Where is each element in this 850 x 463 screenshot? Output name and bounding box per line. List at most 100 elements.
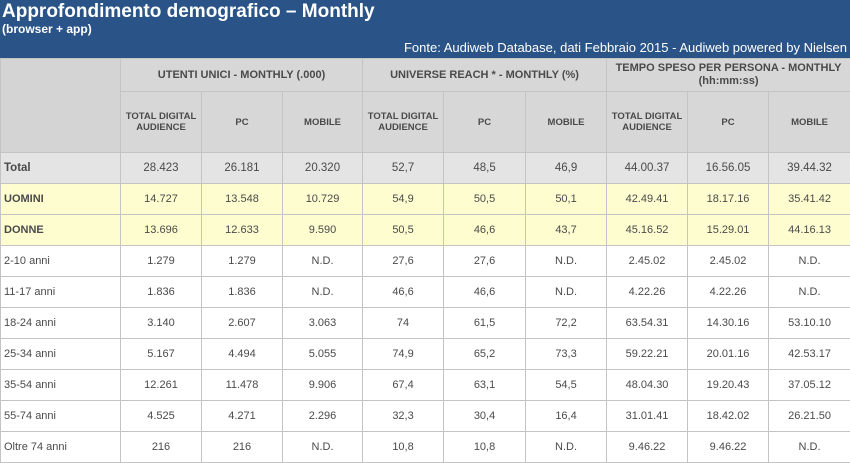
- table-cell: 16.56.05: [688, 153, 769, 184]
- table-cell: 1.836: [121, 277, 202, 308]
- subheader-total-digital-audience: TOTAL DIGITAL AUDIENCE: [607, 92, 688, 153]
- table-cell: 54,9: [363, 184, 444, 215]
- table-cell: 3.140: [121, 308, 202, 339]
- table-cell: 39.44.32: [769, 153, 850, 184]
- subheader-total-digital-audience: TOTAL DIGITAL AUDIENCE: [121, 92, 202, 153]
- table-cell: 35.41.42: [769, 184, 850, 215]
- table-cell: 1.279: [121, 246, 202, 277]
- row-label: Oltre 74 anni: [1, 432, 121, 463]
- table-cell: 46,6: [363, 277, 444, 308]
- table-cell: 20.01.16: [688, 339, 769, 370]
- table-cell: 28.423: [121, 153, 202, 184]
- subheader-pc: PC: [688, 92, 769, 153]
- table-cell: 74,9: [363, 339, 444, 370]
- corner-cell: [1, 59, 121, 153]
- table-cell: 26.21.50: [769, 401, 850, 432]
- subheader-mobile: MOBILE: [526, 92, 607, 153]
- group-header-unique-users: UTENTI UNICI - MONTHLY (.000): [121, 59, 363, 92]
- table-cell: 14.30.16: [688, 308, 769, 339]
- table-cell: 50,5: [444, 184, 526, 215]
- table-cell: 18.17.16: [688, 184, 769, 215]
- table-cell: 50,1: [526, 184, 607, 215]
- table-cell: 1.279: [202, 246, 283, 277]
- row-label: UOMINI: [1, 184, 121, 215]
- table-cell: 5.167: [121, 339, 202, 370]
- table-cell: 67,4: [363, 370, 444, 401]
- source-note: Fonte: Audiweb Database, dati Febbraio 2…: [404, 40, 847, 56]
- table-cell: 54,5: [526, 370, 607, 401]
- table-cell: 30,4: [444, 401, 526, 432]
- subheader-total-digital-audience: TOTAL DIGITAL AUDIENCE: [363, 92, 444, 153]
- table-cell: 19.20.43: [688, 370, 769, 401]
- table-cell: 42.49.41: [607, 184, 688, 215]
- table-cell: 59.22.21: [607, 339, 688, 370]
- row-label: 35-54 anni: [1, 370, 121, 401]
- table-cell: 46,9: [526, 153, 607, 184]
- table-cell: 4.271: [202, 401, 283, 432]
- table-cell: 9.906: [283, 370, 363, 401]
- table-cell: 74: [363, 308, 444, 339]
- subheader-pc: PC: [444, 92, 526, 153]
- table-cell: 2.45.02: [688, 246, 769, 277]
- table-cell: 37.05.12: [769, 370, 850, 401]
- table-cell: 46,6: [444, 215, 526, 246]
- table-cell: 45.16.52: [607, 215, 688, 246]
- row-label: 25-34 anni: [1, 339, 121, 370]
- table-cell: 15.29.01: [688, 215, 769, 246]
- table-cell: 27,6: [444, 246, 526, 277]
- table-cell: N.D.: [769, 432, 850, 463]
- row-label: 18-24 anni: [1, 308, 121, 339]
- table-cell: 63.54.31: [607, 308, 688, 339]
- table-cell: 13.548: [202, 184, 283, 215]
- table-cell: 53.10.10: [769, 308, 850, 339]
- table-cell: 10,8: [444, 432, 526, 463]
- row-label: 11-17 anni: [1, 277, 121, 308]
- group-header-time-spent: TEMPO SPESO PER PERSONA - MONTHLY (hh:mm…: [607, 59, 850, 92]
- table-cell: 10,8: [363, 432, 444, 463]
- row-label: Total: [1, 153, 121, 184]
- table-cell: 18.42.02: [688, 401, 769, 432]
- table-cell: N.D.: [283, 277, 363, 308]
- table-cell: 50,5: [363, 215, 444, 246]
- table-cell: N.D.: [526, 432, 607, 463]
- table-cell: 44.16.13: [769, 215, 850, 246]
- subheader-pc: PC: [202, 92, 283, 153]
- page-title: Approfondimento demografico – Monthly: [2, 1, 375, 23]
- table-cell: 27,6: [363, 246, 444, 277]
- table-cell: 72,2: [526, 308, 607, 339]
- table-cell: 216: [121, 432, 202, 463]
- table-cell: 26.181: [202, 153, 283, 184]
- table-cell: 20.320: [283, 153, 363, 184]
- row-label: 55-74 anni: [1, 401, 121, 432]
- subheader-mobile: MOBILE: [769, 92, 850, 153]
- table-cell: 73,3: [526, 339, 607, 370]
- table-cell: N.D.: [283, 246, 363, 277]
- table-cell: 3.063: [283, 308, 363, 339]
- table-cell: N.D.: [526, 277, 607, 308]
- table-cell: 216: [202, 432, 283, 463]
- table-cell: 61,5: [444, 308, 526, 339]
- table-cell: 42.53.17: [769, 339, 850, 370]
- header-banner: Approfondimento demografico – Monthly (b…: [0, 0, 850, 58]
- row-label: 2-10 anni: [1, 246, 121, 277]
- table-cell: 4.22.26: [688, 277, 769, 308]
- page-subtitle: (browser + app): [2, 22, 92, 36]
- table-cell: N.D.: [769, 277, 850, 308]
- table-cell: 14.727: [121, 184, 202, 215]
- table-cell: 2.296: [283, 401, 363, 432]
- table-cell: 16,4: [526, 401, 607, 432]
- table-cell: 44.00.37: [607, 153, 688, 184]
- group-header-universe-reach: UNIVERSE REACH * - MONTHLY (%): [363, 59, 607, 92]
- table-cell: 32,3: [363, 401, 444, 432]
- table-cell: 1.836: [202, 277, 283, 308]
- table-cell: N.D.: [283, 432, 363, 463]
